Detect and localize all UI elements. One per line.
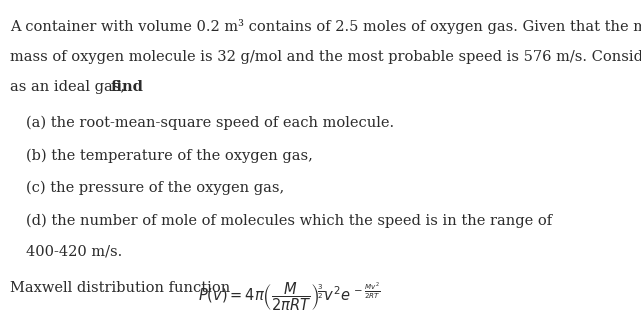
Text: $P(v) = 4\pi \left(\dfrac{M}{2\pi RT}\right)^{\!\frac{3}{2}}v^2 e^{\,-\frac{Mv^2: $P(v) = 4\pi \left(\dfrac{M}{2\pi RT}\ri…: [199, 281, 381, 313]
Text: find: find: [110, 80, 144, 94]
Text: Maxwell distribution function: Maxwell distribution function: [10, 281, 235, 295]
Text: A container with volume 0.2 m³ contains of 2.5 moles of oxygen gas. Given that t: A container with volume 0.2 m³ contains …: [10, 20, 641, 34]
Text: mass of oxygen molecule is 32 g/mol and the most probable speed is 576 m/s. Cons: mass of oxygen molecule is 32 g/mol and …: [10, 50, 641, 64]
Text: 400-420 m/s.: 400-420 m/s.: [26, 244, 122, 258]
Text: (d) the number of mole of molecules which the speed is in the range of: (d) the number of mole of molecules whic…: [26, 214, 552, 228]
Text: (b) the temperature of the oxygen gas,: (b) the temperature of the oxygen gas,: [26, 149, 313, 163]
Text: as an ideal gas,: as an ideal gas,: [10, 80, 130, 94]
Text: (a) the root-mean-square speed of each molecule.: (a) the root-mean-square speed of each m…: [26, 115, 394, 130]
Text: (c) the pressure of the oxygen gas,: (c) the pressure of the oxygen gas,: [26, 180, 284, 195]
